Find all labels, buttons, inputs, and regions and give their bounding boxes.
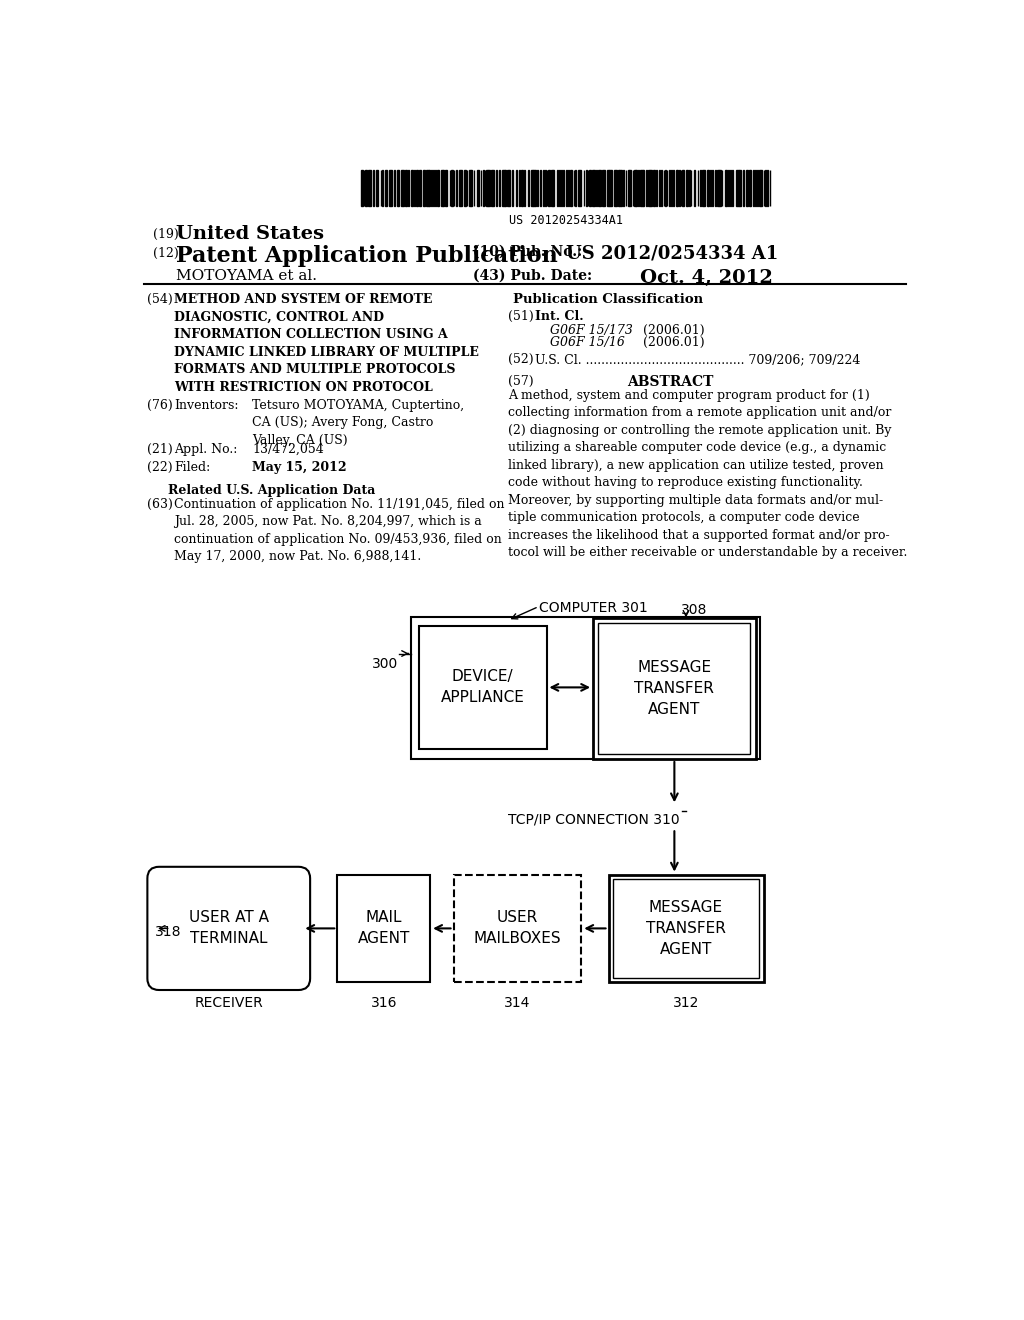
Bar: [717, 170, 719, 206]
Bar: [441, 170, 442, 206]
Bar: [531, 170, 532, 206]
Bar: [406, 170, 407, 206]
Bar: [419, 170, 421, 206]
Text: A method, system and computer program product for (1)
collecting information fro: A method, system and computer program pr…: [508, 388, 907, 560]
Bar: [512, 170, 513, 206]
Bar: [477, 170, 479, 206]
Bar: [515, 170, 517, 206]
Bar: [376, 170, 378, 206]
Bar: [593, 618, 756, 759]
Text: Tetsuro MOTOYAMA, Cuptertino,
CA (US); Avery Fong, Castro
Valley, CA (US): Tetsuro MOTOYAMA, Cuptertino, CA (US); A…: [252, 399, 464, 446]
Text: (22): (22): [147, 461, 173, 474]
Bar: [445, 170, 447, 206]
Bar: [411, 616, 760, 759]
Bar: [557, 170, 558, 206]
Text: 300: 300: [372, 656, 397, 671]
Bar: [608, 875, 764, 982]
Text: RECEIVER: RECEIVER: [195, 997, 263, 1010]
Bar: [423, 170, 425, 206]
Text: 13/472,054: 13/472,054: [252, 442, 324, 455]
Bar: [592, 170, 595, 206]
Bar: [598, 623, 751, 754]
Bar: [712, 170, 713, 206]
Text: 316: 316: [371, 997, 397, 1010]
Bar: [437, 170, 438, 206]
Text: (21): (21): [147, 442, 173, 455]
Bar: [464, 170, 466, 206]
Bar: [652, 170, 655, 206]
Text: U.S. Cl. ......................................... 709/206; 709/224: U.S. Cl. ...............................…: [535, 354, 860, 366]
Bar: [369, 170, 372, 206]
Bar: [682, 170, 684, 206]
Text: ABSTRACT: ABSTRACT: [628, 375, 714, 389]
Bar: [673, 170, 675, 206]
Bar: [693, 170, 695, 206]
Bar: [614, 170, 617, 206]
Text: Patent Application Publication: Patent Application Publication: [176, 244, 558, 267]
Bar: [715, 170, 716, 206]
Bar: [746, 170, 748, 206]
Text: 312: 312: [673, 997, 699, 1010]
Bar: [469, 170, 471, 206]
Bar: [601, 170, 604, 206]
Bar: [507, 170, 509, 206]
FancyBboxPatch shape: [147, 867, 310, 990]
Bar: [648, 170, 649, 206]
Bar: [488, 170, 489, 206]
Bar: [503, 170, 505, 206]
Text: (12): (12): [153, 247, 178, 260]
Text: Related U.S. Application Data: Related U.S. Application Data: [168, 484, 375, 498]
Text: Int. Cl.: Int. Cl.: [535, 310, 584, 323]
Bar: [486, 170, 487, 206]
Bar: [702, 170, 705, 206]
Bar: [634, 170, 636, 206]
Bar: [671, 170, 672, 206]
Bar: [459, 170, 462, 206]
Text: May 15, 2012: May 15, 2012: [252, 461, 347, 474]
Text: (52): (52): [508, 354, 534, 366]
Bar: [360, 170, 362, 206]
Text: MESSAGE
TRANSFER
AGENT: MESSAGE TRANSFER AGENT: [646, 900, 726, 957]
Bar: [337, 875, 430, 982]
Bar: [742, 170, 744, 206]
Text: USER
MAILBOXES: USER MAILBOXES: [474, 911, 561, 946]
Text: COMPUTER 301: COMPUTER 301: [539, 601, 647, 615]
Text: Appl. No.:: Appl. No.:: [174, 442, 238, 455]
Text: Continuation of application No. 11/191,045, filed on
Jul. 28, 2005, now Pat. No.: Continuation of application No. 11/191,0…: [174, 498, 505, 564]
Bar: [607, 170, 608, 206]
Text: G06F 15/16: G06F 15/16: [550, 337, 626, 350]
Text: DEVICE/
APPLIANCE: DEVICE/ APPLIANCE: [440, 669, 524, 705]
Text: (54): (54): [147, 293, 173, 306]
Bar: [757, 170, 758, 206]
Text: G06F 15/173: G06F 15/173: [550, 323, 633, 337]
Text: (2006.01): (2006.01): [643, 337, 705, 350]
Bar: [432, 170, 434, 206]
Bar: [540, 170, 541, 206]
Bar: [551, 170, 553, 206]
Text: (2006.01): (2006.01): [643, 323, 705, 337]
Bar: [753, 170, 755, 206]
Text: (57): (57): [508, 375, 534, 388]
Text: (51): (51): [508, 310, 534, 323]
Bar: [417, 170, 418, 206]
Bar: [620, 170, 623, 206]
Text: MESSAGE
TRANSFER
AGENT: MESSAGE TRANSFER AGENT: [635, 660, 715, 717]
Text: Publication Classification: Publication Classification: [513, 293, 703, 306]
Bar: [389, 170, 392, 206]
Bar: [366, 170, 367, 206]
Text: MAIL
AGENT: MAIL AGENT: [357, 911, 410, 946]
Text: MOTOYAMA et al.: MOTOYAMA et al.: [176, 268, 317, 282]
Text: METHOD AND SYSTEM OF REMOTE
DIAGNOSTIC, CONTROL AND
INFORMATION COLLECTION USING: METHOD AND SYSTEM OF REMOTE DIAGNOSTIC, …: [174, 293, 479, 393]
Bar: [640, 170, 643, 206]
Bar: [492, 170, 494, 206]
Bar: [521, 170, 523, 206]
Text: (19): (19): [153, 227, 178, 240]
Text: US 2012/0254334 A1: US 2012/0254334 A1: [566, 244, 778, 263]
Bar: [650, 170, 652, 206]
Bar: [613, 879, 759, 978]
Text: Inventors:: Inventors:: [174, 399, 239, 412]
Bar: [598, 170, 601, 206]
Bar: [411, 170, 414, 206]
Bar: [385, 170, 387, 206]
Bar: [534, 170, 536, 206]
